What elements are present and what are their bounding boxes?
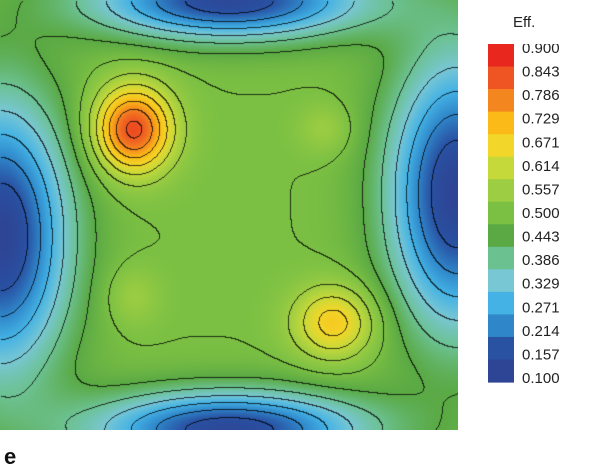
colorbar-swatch	[488, 291, 514, 315]
colorbar-swatch	[488, 269, 514, 293]
colorbar-title: Eff.	[513, 14, 536, 31]
colorbar-swatch	[488, 89, 514, 113]
colorbar-swatch	[488, 156, 514, 180]
colorbar-swatch	[488, 44, 514, 68]
colorbar-tick-label: 0.729	[522, 111, 560, 128]
colorbar-swatch	[488, 336, 514, 361]
colorbar-swatch	[488, 134, 514, 158]
colorbar-tick-label: 0.100	[522, 370, 560, 387]
colorbar-tick-label: 0.614	[522, 158, 560, 175]
colorbar-tick-label: 0.214	[522, 323, 560, 340]
colorbar-swatch	[488, 246, 514, 270]
panel-label: e	[4, 444, 17, 469]
colorbar-tick-label: 0.329	[522, 276, 560, 293]
colorbar-swatch	[488, 359, 514, 383]
colorbar-swatch	[488, 111, 514, 135]
colorbar-swatch	[488, 224, 514, 248]
colorbar-tick-label: 0.557	[522, 181, 560, 198]
colorbar-swatch	[488, 179, 514, 203]
colorbar-tick-label: 0.443	[522, 229, 560, 246]
colorbar-tick-label: 0.271	[522, 299, 560, 316]
colorbar-tick-label: 0.386	[522, 252, 560, 269]
colorbar-tick-label: 0.843	[522, 64, 560, 81]
colorbar-tick-label: 0.786	[522, 87, 560, 104]
colorbar: 0.900 0.843 0.786 0.729 0.671 0.614 0.557 0.500…	[488, 44, 560, 387]
colorbar-tick-label: 0.157	[522, 346, 560, 363]
colorbar-swatch	[488, 66, 514, 90]
colorbar-tick-label: 0.900	[522, 44, 560, 57]
efficiency-heatmap	[0, 0, 458, 430]
colorbar-tick-label: 0.671	[522, 134, 560, 151]
colorbar-swatch	[488, 201, 514, 225]
colorbar-swatch	[488, 314, 514, 338]
colorbar-swatches	[488, 44, 514, 383]
colorbar-tick-labels: 0.900 0.843 0.786 0.729 0.671 0.614 0.557 0.500…	[522, 44, 560, 387]
colorbar-tick-label: 0.500	[522, 205, 560, 222]
